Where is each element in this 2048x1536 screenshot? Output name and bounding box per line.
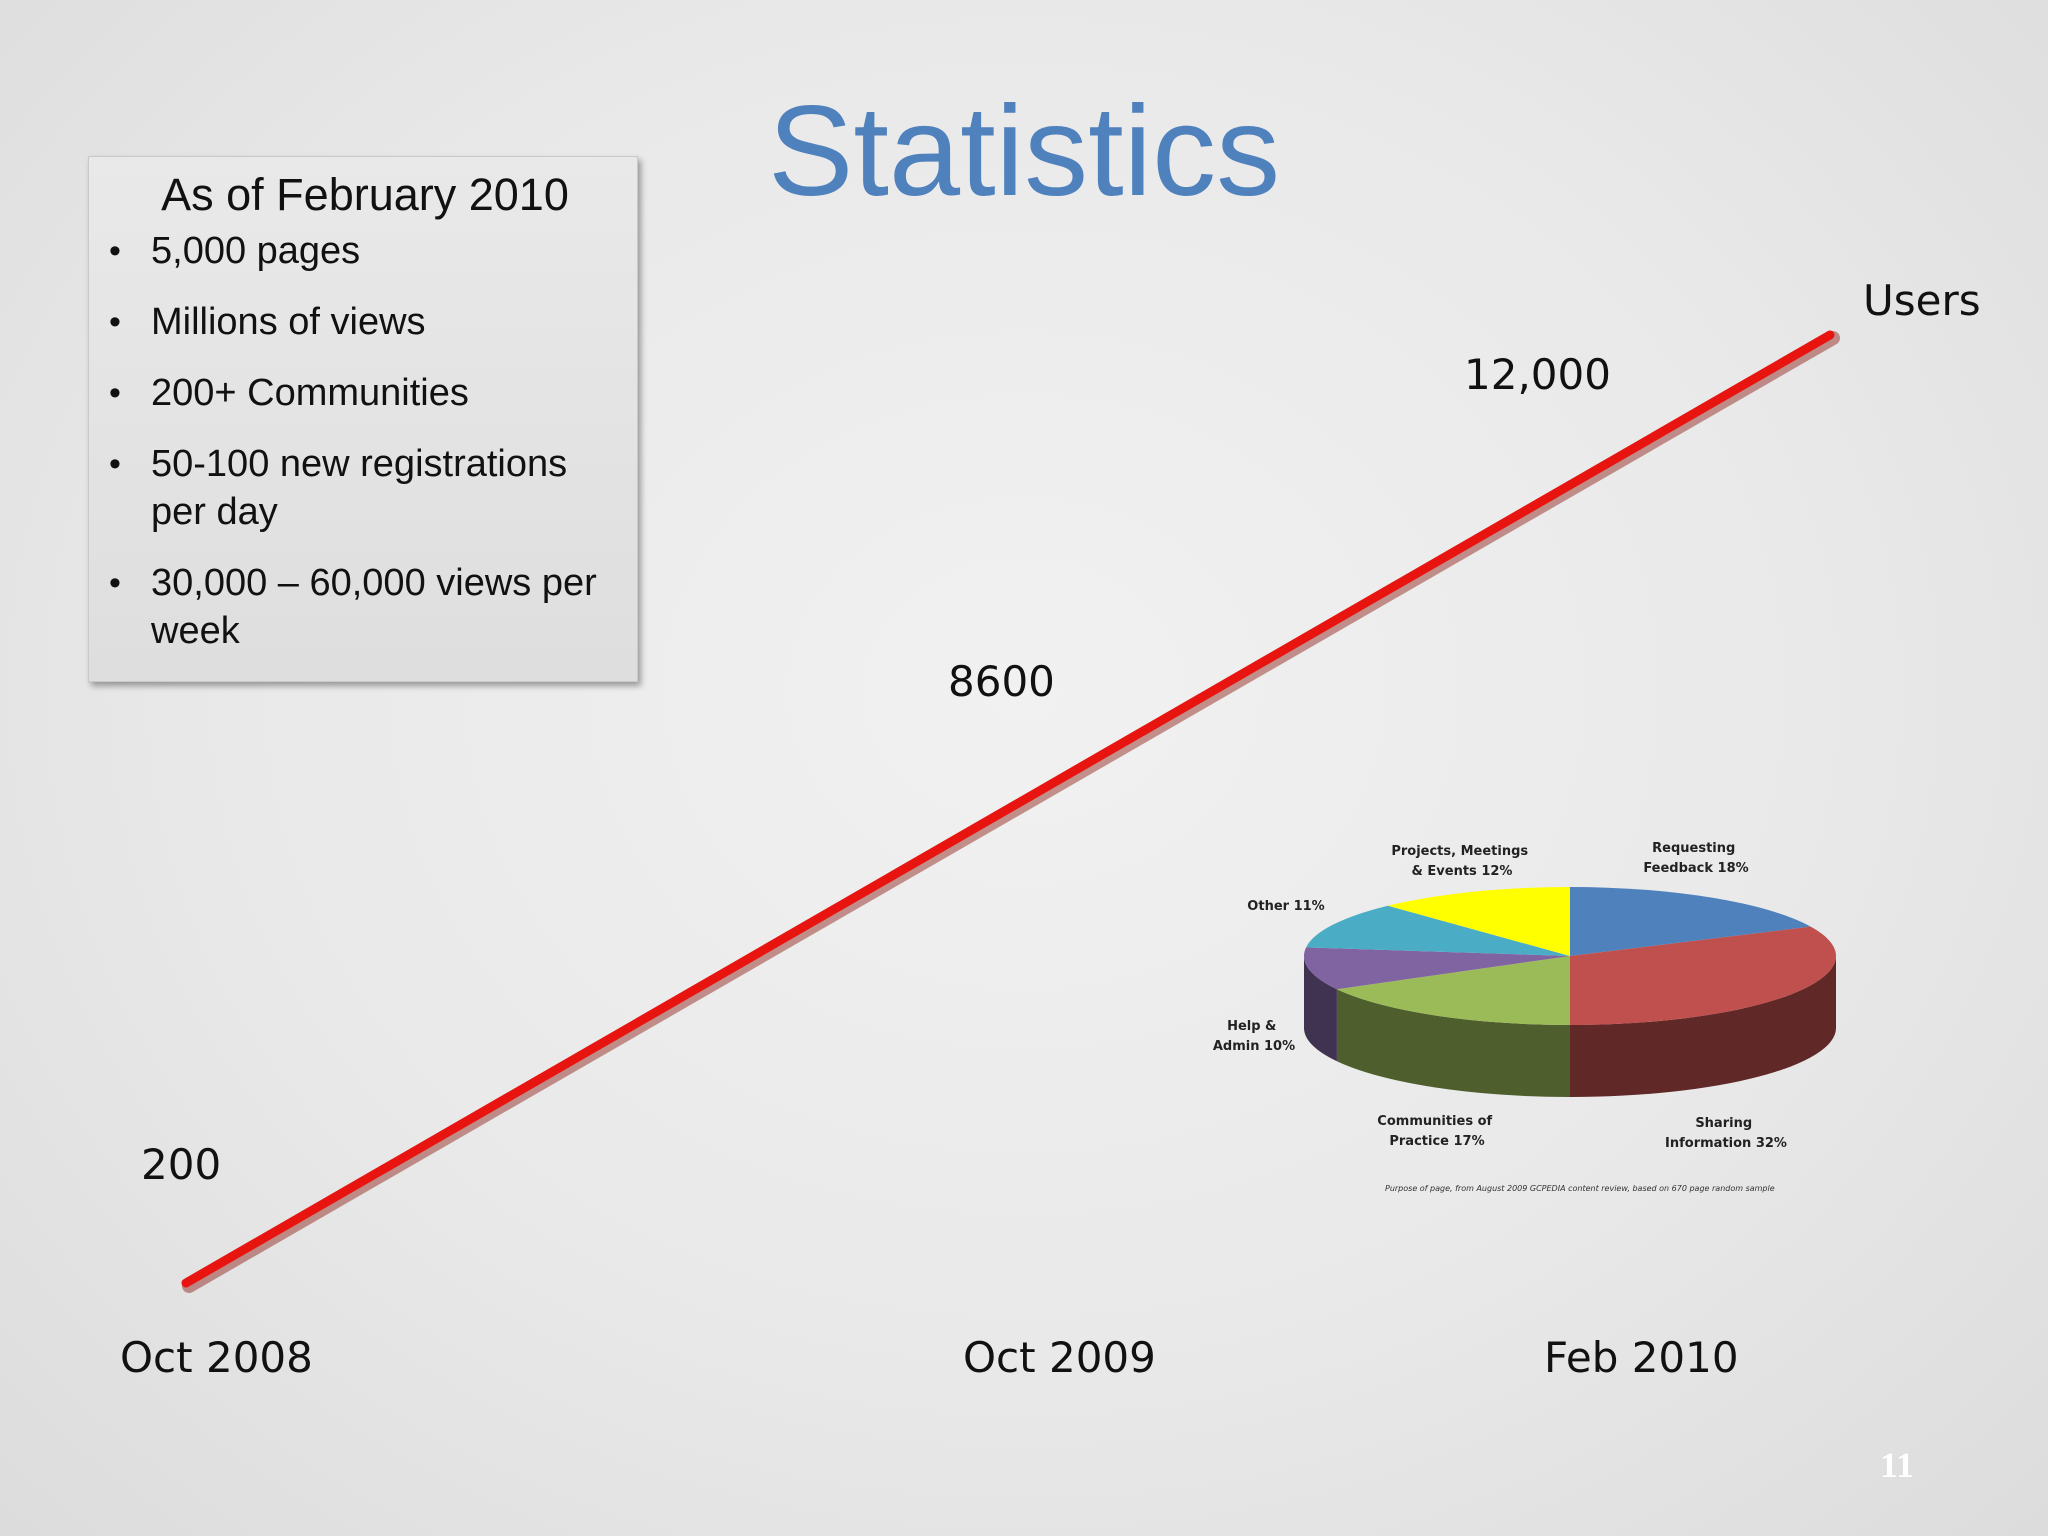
pie-label-projects-line2: & Events 12% [1412,864,1513,879]
value-label-feb-2010: 12,000 [1464,350,1611,399]
pie-label-communities-line2: Practice 17% [1389,1134,1484,1149]
pie-label-requesting-line1: Requesting [1652,841,1735,856]
x-tick-label-oct-2008: Oct 2008 [120,1333,313,1382]
pie-slice-requesting-feedback [1570,887,1811,956]
pie-tops [1304,887,1836,1025]
pie-slice-help-admin [1304,947,1570,990]
pie-label-sharing: Sharing Information 32% [1665,1116,1787,1151]
pie-label-projects: Projects, Meetings & Events 12% [1391,844,1532,879]
pie-label-help-line2: Admin 10% [1213,1039,1295,1054]
pie-label-sharing-line2: Information 32% [1665,1136,1787,1151]
slide-title: Statistics [767,80,1281,223]
pie-label-help-line1: Help & [1227,1019,1276,1034]
list-item: • 50-100 new registrations per day [109,440,621,536]
list-item: • 30,000 – 60,000 views per week [109,559,621,655]
list-item: • 5,000 pages [109,227,621,275]
bullet-icon: • [109,232,121,270]
pie-label-other: Other 11% [1247,899,1324,914]
list-item: • 200+ Communities [109,369,621,417]
pie-slice-sharing-information [1570,926,1836,1025]
bullet-icon: • [109,445,121,483]
series-label-users: Users [1863,276,1981,325]
slide-number: 11 [1880,1445,1915,1485]
bullet-icon: • [109,374,121,412]
value-label-oct-2009: 8600 [948,657,1055,706]
value-label-oct-2008: 200 [141,1140,222,1189]
list-item: • Millions of views [109,298,621,346]
pie-slice-projects-meetings-events [1387,887,1570,956]
stats-heading: As of February 2010 [161,169,569,220]
pie-side-communities-of-practice [1336,989,1570,1097]
stat-text: 30,000 – 60,000 views per week [151,562,597,652]
stats-list: • 5,000 pages • Millions of views • 200+ Co… [109,227,621,655]
pie-label-projects-line1: Projects, Meetings [1391,844,1528,859]
pie-label-communities: Communities of Practice 17% [1377,1114,1496,1149]
pie-side-sharing-information [1570,956,1836,1097]
stat-text: 200+ Communities [151,372,469,414]
pie-slice-communities-of-practice [1336,956,1570,1025]
pie-label-communities-line1: Communities of [1377,1114,1492,1129]
pie-side-help-admin [1304,956,1337,1062]
pie-slice-other [1306,905,1570,956]
x-tick-label-oct-2009: Oct 2009 [963,1333,1156,1382]
pie-caption: Purpose of page, from August 2009 GCPEDI… [1385,1184,1775,1193]
bullet-icon: • [109,303,121,341]
pie-label-help: Help & Admin 10% [1213,1019,1295,1054]
pie-label-sharing-line1: Sharing [1695,1116,1752,1131]
stat-text: Millions of views [151,301,426,343]
x-tick-label-feb-2010: Feb 2010 [1544,1333,1739,1382]
users-series-line [181,330,1835,1288]
stats-box: As of February 2010 • 5,000 pages • Millio… [88,156,638,682]
pie-label-requesting: Requesting Feedback 18% [1643,841,1748,876]
pie-sides [1304,956,1836,1097]
pie-label-other-line1: Other 11% [1247,899,1324,914]
stat-text: 50-100 new registrations per day [151,443,568,533]
stat-text: 5,000 pages [151,230,361,272]
pie-label-requesting-line2: Feedback 18% [1643,861,1748,876]
pie-labels: Projects, Meetings & Events 12% Requesti… [1213,841,1787,1193]
bullet-icon: • [109,564,121,602]
